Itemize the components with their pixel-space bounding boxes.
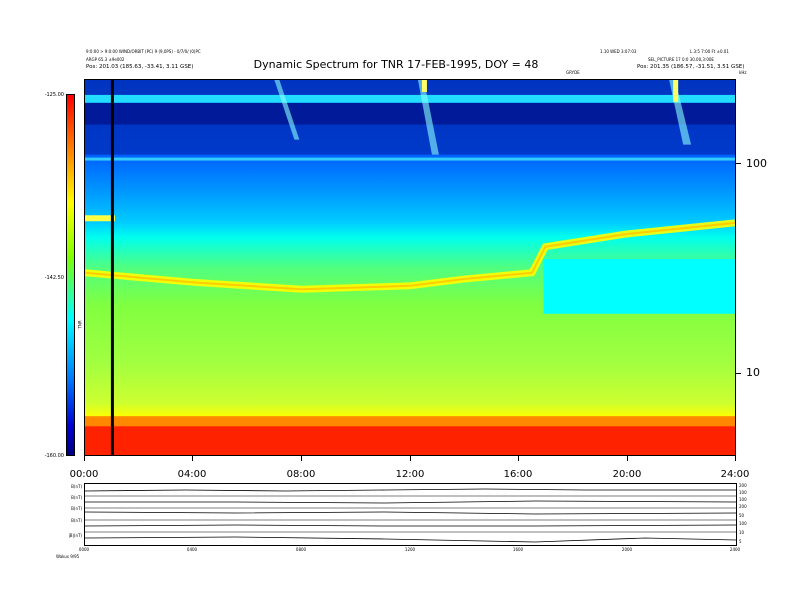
xtick-mark-1: [192, 456, 193, 461]
mag-rlabel-1: 200: [739, 483, 747, 488]
ytick-10-label: 10: [746, 366, 760, 379]
orange-band: [85, 416, 735, 427]
header-right-pos: Pos: 201.35 (186.57, -31.51, 3.51 GSE): [637, 64, 745, 70]
mag-panel: [84, 483, 737, 546]
colorbar-tick-top: -125.00: [44, 92, 64, 98]
mag-xtick-5: 2000: [621, 547, 633, 552]
mag-rlabel-6: 100: [739, 521, 747, 526]
burst-yellow-1: [421, 80, 427, 92]
xtick-mark-0: [84, 456, 85, 461]
spectrogram-image: [85, 80, 735, 455]
mag-rlabel-5: 50: [739, 513, 745, 518]
xtick-mark-5: [627, 456, 628, 461]
xtick-mark-6: [735, 456, 736, 461]
mag-xtick-0: 0000: [78, 547, 90, 552]
plasma-line-edge: [85, 221, 735, 291]
header-left-pos: Pos: 201.03 (185.63, -33.41, 3.11 GSE): [86, 64, 194, 70]
colorbar-tick-bottom: -160.00: [44, 453, 64, 459]
mag-rlabel-7: 10: [739, 530, 745, 535]
ytick-100-mark: [736, 163, 741, 164]
burst-yellow-2: [673, 80, 679, 102]
mag-xtick-4: 1600: [512, 547, 524, 552]
band-cyan-1: [85, 94, 735, 103]
red-band: [85, 426, 735, 455]
footer-left: Wakus 9/95: [56, 554, 80, 559]
burst-2: [417, 80, 439, 155]
ytick-100-label: 100: [746, 157, 767, 170]
ytick-10-mark: [736, 373, 741, 374]
xtick-label-2: 08:00: [286, 469, 316, 480]
band-cyan-2: [85, 157, 735, 161]
xtick-label-6: 24:00: [720, 469, 750, 480]
mag-rlabel-3: 100: [739, 497, 747, 502]
band-dark-1: [85, 80, 735, 95]
mag-rlabel-2: 100: [739, 490, 747, 495]
top-right-unit: kHz: [739, 70, 747, 75]
xtick-mark-4: [518, 456, 519, 461]
header-left-line2: ARGP 65.3 ±9e002: [86, 57, 125, 62]
header-right-line1: 1.10 WED 3:07:03: [600, 49, 637, 54]
mag-label-4: B(nT): [71, 518, 82, 523]
spectrogram-plot: [84, 79, 736, 456]
xtick-mark-3: [410, 456, 411, 461]
upper-trace-left: [85, 215, 115, 222]
mag-traces: [84, 488, 737, 543]
mag-label-1: B(nT): [71, 484, 82, 489]
header-right-line3: SEL_PICTURE 17 0:0 30.00,3:00E: [648, 57, 714, 62]
burst-1: [274, 80, 300, 140]
mag-label-5: |B|(nT): [68, 533, 82, 538]
mag-trace-2: [85, 500, 737, 504]
mag-xtick-3: 1200: [404, 547, 416, 552]
cyan-blob: [543, 259, 735, 314]
colorbar-tick-mid: -142.50: [44, 275, 64, 281]
mag-xtick-6: 2400: [729, 547, 741, 552]
mag-trace-4: [84, 524, 737, 527]
mag-label-2: B(nT): [71, 495, 82, 500]
band-dark-2: [85, 102, 735, 125]
colorbar-label: TNR: [77, 320, 83, 329]
mag-rlabel-8: 5: [739, 539, 742, 544]
mag-trace-5: [84, 536, 737, 543]
xtick-label-0: 00:00: [69, 469, 99, 480]
xtick-label-1: 04:00: [177, 469, 207, 480]
mag-xtick-2: 0800: [295, 547, 307, 552]
colorbar: [66, 94, 75, 456]
xtick-label-4: 16:00: [503, 469, 533, 480]
time-marker-line: [110, 80, 114, 455]
header-center-small: GRYDE: [566, 70, 580, 75]
chart-title: Dynamic Spectrum for TNR 17-FEB-1995, DO…: [253, 58, 539, 71]
mag-trace-1: [84, 488, 736, 492]
mag-trace-3: [84, 511, 737, 515]
header-right-line2: L 3:5 7:00 Ft ±0.01: [690, 49, 729, 54]
header-left-line1: 9:0:00 > 9:0:00 WIND/ORBIT (PC) 9 (9,0PS…: [86, 49, 201, 54]
band-dark-3: [85, 124, 735, 155]
xtick-mark-2: [301, 456, 302, 461]
mag-xtick-1: 0400: [186, 547, 198, 552]
xtick-label-3: 12:00: [395, 469, 425, 480]
xtick-label-5: 20:00: [612, 469, 642, 480]
mag-label-3: B(nT): [71, 506, 82, 511]
mag-rlabel-4: 200: [739, 504, 747, 509]
